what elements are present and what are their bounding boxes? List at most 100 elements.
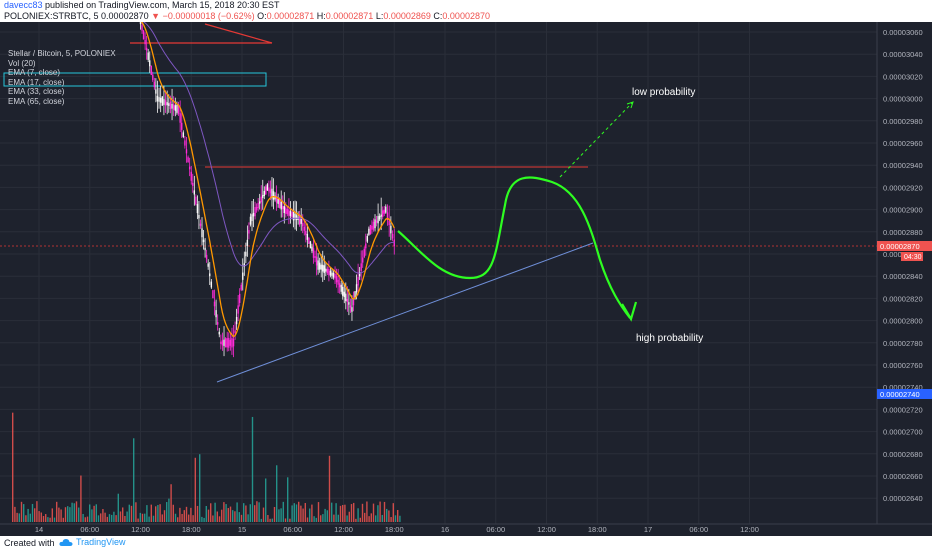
candle-body	[171, 103, 173, 109]
countdown-tag	[901, 252, 923, 261]
legend-ema-65[interactable]: EMA (65, close)	[8, 96, 65, 106]
volume-bar	[306, 517, 309, 522]
price-tick-label: 0.00002720	[883, 405, 923, 414]
candle-body	[149, 60, 151, 67]
volume-bar	[372, 503, 375, 522]
publish-text: published on TradingView.com, March 15, …	[45, 0, 280, 10]
author-link[interactable]: davecc83	[4, 0, 43, 10]
volume-bar	[309, 508, 311, 522]
candle-body	[252, 212, 255, 217]
candle-body	[262, 195, 264, 198]
candle-body	[242, 272, 244, 280]
cyan-rectangle[interactable]	[3, 72, 267, 87]
volume-bar	[192, 515, 194, 522]
candle-body	[320, 264, 322, 270]
chart-area[interactable]: low probability high probability 0.00003…	[0, 10, 932, 536]
legend-ema-7[interactable]: EMA (7, close)	[8, 68, 61, 77]
cloud-icon	[59, 538, 73, 546]
tradingview-brand[interactable]: TradingView	[59, 537, 126, 547]
volume-bar	[262, 507, 265, 522]
volume-bar	[188, 514, 190, 522]
candle-body	[257, 202, 259, 209]
candle-body	[289, 211, 292, 217]
current-price-value: 0.00002870	[880, 242, 920, 251]
volume-bar	[315, 517, 317, 522]
volume-bar	[152, 515, 155, 522]
candle-body	[282, 206, 284, 210]
volume-bar	[379, 501, 381, 522]
volume-bar	[207, 509, 210, 522]
candle-body	[346, 299, 349, 302]
candle-body	[314, 256, 316, 259]
candle-body	[322, 264, 324, 272]
legend-ema-33[interactable]: EMA (33, close)	[8, 87, 65, 96]
candle-body	[196, 204, 199, 214]
trend-line[interactable]	[216, 242, 594, 383]
ema-fast-line	[140, 20, 395, 338]
volume-bar	[190, 507, 192, 522]
price-tick-label: 0.00002980	[883, 117, 923, 126]
volume-bar	[390, 517, 392, 522]
volume-bar	[234, 511, 236, 522]
candle-body	[184, 140, 186, 146]
time-tick-label: 12:00	[740, 525, 759, 534]
volume-bar	[368, 516, 370, 522]
candle-body	[338, 283, 341, 288]
candle-body	[298, 214, 301, 225]
volume-bar	[25, 515, 27, 522]
candle-body	[223, 339, 225, 346]
candle-body	[358, 271, 361, 277]
legend-ema-17[interactable]: EMA (17, close)	[8, 77, 65, 87]
candle-body	[308, 237, 310, 244]
volume-bar	[370, 513, 372, 522]
volume-bar	[71, 502, 73, 522]
candle-body	[312, 248, 315, 258]
low-probability-dashed-line[interactable]	[559, 102, 633, 178]
time-tick-label: 06:00	[80, 525, 99, 534]
volume-bar	[271, 518, 273, 522]
candle-body	[166, 102, 168, 106]
legend: Stellar / Bitcoin, 5, POLONIEX Vol (20) …	[8, 49, 116, 106]
volume-bar	[179, 507, 181, 522]
volume-bar	[243, 503, 245, 522]
volume-bar	[366, 501, 368, 522]
volume-bar	[93, 505, 95, 522]
volume-bar	[194, 457, 196, 522]
price-tick-label: 0.00003040	[883, 50, 923, 59]
candle-body	[248, 230, 250, 234]
red-diagonal-line[interactable]	[204, 23, 273, 44]
volume-bar	[326, 510, 328, 522]
time-tick-label: 12:00	[537, 525, 556, 534]
legend-volume[interactable]: Vol (20)	[8, 58, 36, 68]
legend-title[interactable]: Stellar / Bitcoin, 5, POLONIEX	[8, 49, 116, 58]
volume-bar	[75, 501, 78, 522]
volume-bar	[342, 505, 344, 522]
volume-bar	[181, 513, 183, 522]
candle-body	[246, 239, 249, 246]
candle-body	[328, 269, 330, 276]
volume-bar	[350, 504, 353, 522]
volume-bar	[291, 505, 293, 522]
volume-bar	[86, 516, 89, 522]
volume-bar	[170, 484, 172, 522]
volume-bar	[335, 503, 337, 522]
volume-bar	[218, 516, 221, 522]
chart-svg[interactable]: low probability high probability 0.00003…	[0, 10, 932, 536]
candle-body	[278, 198, 281, 209]
volume-bar	[216, 511, 218, 522]
candle-body	[345, 293, 347, 302]
candle-body	[185, 149, 188, 154]
candle-body	[199, 223, 202, 226]
volume-bar	[256, 501, 258, 522]
candle-body	[288, 209, 290, 216]
projection-path[interactable]	[397, 176, 631, 319]
open-label: O:	[257, 11, 267, 21]
volume-bar	[113, 511, 115, 522]
time-axis[interactable]: 14 06:00 12:00 18:00 15 06:00 12:00 18:00 16 06:0…	[35, 525, 759, 534]
volume-bar	[16, 512, 18, 522]
candle-body	[349, 305, 352, 308]
volume-bar	[49, 517, 51, 522]
candle-body	[195, 196, 197, 205]
candle-body	[187, 157, 189, 163]
price-tick-label: 0.00003000	[883, 95, 923, 104]
